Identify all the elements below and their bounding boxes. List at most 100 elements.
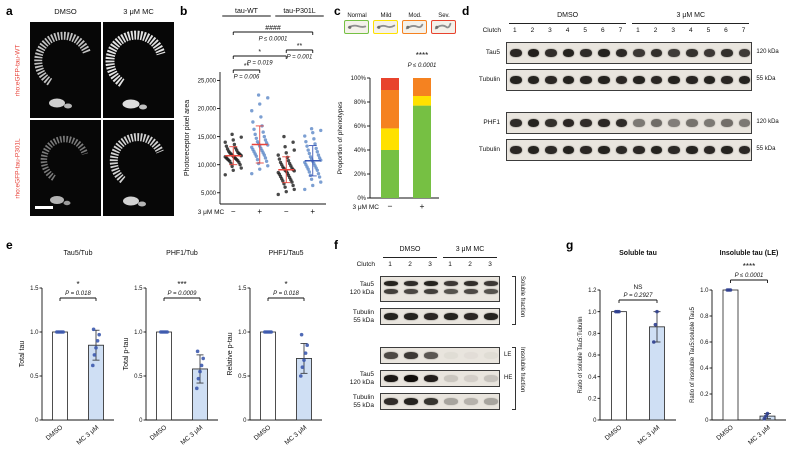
data-point (762, 416, 767, 421)
data-point (317, 175, 322, 179)
blot-band (633, 49, 645, 57)
x-tick-label: DMSO (149, 424, 168, 442)
y-tick-label: 0 (243, 418, 247, 424)
y-axis-label: Ratio of soluble Tau5:Tubulin (578, 316, 584, 393)
blot-band (404, 281, 418, 286)
panel-f: f DMSO 3 μM MC Clutch 1 2 3 1 2 3 Tau5 120 kDa Tubu… (334, 238, 567, 462)
group-header: tau-WT (235, 8, 259, 15)
photoreceptor-scatter-chart: 5,000 10,000 15,000 20,000 25,000 Photorecept… (180, 4, 332, 232)
lane-number: 4 (688, 27, 693, 34)
kda-label: 55 kDa (756, 76, 776, 82)
lane-number: 3 (548, 27, 552, 34)
panel-a-col-header-mc: 3 μM MC (123, 7, 154, 16)
phenotype-thumbnail (402, 20, 427, 34)
data-point (303, 187, 307, 192)
data-point (266, 96, 270, 100)
blot-band (633, 76, 645, 84)
blot-band (598, 49, 610, 57)
data-point (302, 358, 306, 362)
clutch-label: Clutch (356, 261, 375, 268)
lane-number: 3 (671, 27, 675, 34)
data-point (303, 351, 308, 355)
blot-band (668, 119, 680, 127)
antibody-label: Tau5 (359, 370, 374, 378)
stacked-bar-plot: 0% 20% 40% 60% 80% 100% Proportion of phenotyp… (337, 51, 439, 211)
y-tick-label: 20% (354, 172, 367, 178)
blot-group-header: DMSO (557, 12, 579, 19)
blot-band (633, 119, 645, 127)
blot-band (545, 76, 557, 84)
data-point (299, 374, 303, 378)
panel-g-label: g (566, 238, 574, 252)
data-point (300, 365, 305, 369)
total-ptau-bar-chart: PHF1/Tub 0 0.5 1.0 1.5 Total p-tau *** P = 0.00… (120, 244, 224, 458)
y-axis-label: Relative p-tau (227, 332, 234, 375)
x-axis-label: 3 μM MC (353, 204, 380, 211)
data-point (316, 153, 321, 157)
x-tick-label: DMSO (45, 424, 64, 442)
data-point (224, 144, 229, 148)
significance-stars: *** (177, 280, 186, 289)
phenotype-legend-item: Normal (344, 13, 370, 34)
x-tick-label: + (420, 201, 425, 211)
panel-a-row-label-p301l: rho:eGFP-tau-P301L (14, 138, 22, 199)
blot-band (668, 146, 680, 154)
data-point (201, 356, 205, 361)
data-point (91, 363, 95, 368)
y-axis-label: Total p-tau (123, 338, 130, 371)
y-tick-label: 0% (357, 196, 366, 202)
data-point (239, 135, 243, 139)
blot-strip (506, 112, 753, 134)
data-point (230, 164, 234, 169)
blot-band (384, 313, 398, 320)
x-tick-label: − (388, 201, 393, 211)
blot-band (580, 146, 592, 154)
lane-number: 1 (448, 261, 452, 268)
data-point (97, 332, 101, 337)
panel-a-col-header-dmso: DMSO (54, 7, 77, 16)
data-point (253, 132, 257, 137)
blot-band (562, 146, 575, 154)
blot-band (444, 289, 458, 294)
blot-band (384, 398, 398, 405)
antibody-label: PHF1 (483, 119, 500, 126)
lane-number: 1 (636, 27, 640, 34)
p-value: P ≤ 0.0001 (259, 37, 288, 43)
fraction-bracket (512, 347, 516, 410)
micrograph-wt-mc (103, 22, 174, 118)
data-point (617, 309, 621, 314)
blot-band (404, 398, 418, 405)
stacked-segment-normal (413, 105, 431, 198)
phenotype-thumbnail (373, 20, 398, 34)
scatter-plot: 5,000 10,000 15,000 20,000 25,000 Photorecept… (184, 8, 326, 216)
data-point (251, 120, 255, 124)
blot-band (703, 76, 716, 84)
y-tick-label: 0 (139, 418, 143, 424)
blot-band (510, 49, 522, 57)
antibody-label: Tubulin (478, 146, 500, 153)
blot-band (484, 398, 498, 405)
p-value: P = 0.018 (65, 291, 91, 297)
data-point (311, 183, 315, 188)
blot-band (484, 375, 498, 382)
blot-band (444, 313, 458, 320)
blot-band (404, 289, 418, 294)
blot-band (738, 119, 751, 127)
blot-band (384, 352, 398, 359)
data-point (199, 363, 204, 368)
data-point (94, 346, 98, 350)
bar-plot: Insoluble tau (LE) 0 0.2 0.4 0.6 0.8 1.0 Ratio … (690, 250, 786, 447)
y-tick-label: 100% (351, 76, 367, 82)
data-point (287, 161, 292, 166)
western-blot-whole-lysate: DMSO 3 μM MC Clutch 1 2 3 4 5 6 7 1 2 3 4 5 6 7 Tau5 120 k… (462, 8, 796, 228)
chart-title: Insoluble tau (LE) (720, 250, 779, 257)
kda-label: 55 kDa (756, 146, 776, 152)
lane-number: 5 (583, 27, 587, 34)
data-point (239, 166, 243, 170)
data-point (284, 151, 288, 155)
blot-band (615, 76, 628, 84)
blot-strip (380, 276, 500, 302)
data-point (91, 327, 96, 332)
fraction-label: Insoluble fraction (519, 347, 525, 393)
panel-g: g Soluble tau 0 0.2 0.4 0.6 0.8 1.0 1.2 Ratio of… (566, 238, 798, 462)
